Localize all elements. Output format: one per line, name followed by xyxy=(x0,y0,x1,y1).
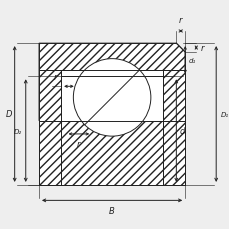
Text: d₁: d₁ xyxy=(188,57,195,63)
Circle shape xyxy=(73,59,150,136)
Text: r: r xyxy=(200,44,203,53)
Text: D₁: D₁ xyxy=(220,112,228,117)
Polygon shape xyxy=(61,70,162,77)
Polygon shape xyxy=(39,70,61,121)
Polygon shape xyxy=(39,70,184,185)
Text: D: D xyxy=(6,110,12,119)
Text: r: r xyxy=(53,72,57,82)
Polygon shape xyxy=(61,77,162,185)
Polygon shape xyxy=(39,44,184,121)
Text: r: r xyxy=(77,140,80,149)
Polygon shape xyxy=(162,70,184,121)
Text: B: B xyxy=(109,206,114,215)
Polygon shape xyxy=(61,70,162,121)
Text: D₂: D₂ xyxy=(14,128,22,134)
Text: r: r xyxy=(178,16,182,25)
Text: d: d xyxy=(179,127,184,136)
